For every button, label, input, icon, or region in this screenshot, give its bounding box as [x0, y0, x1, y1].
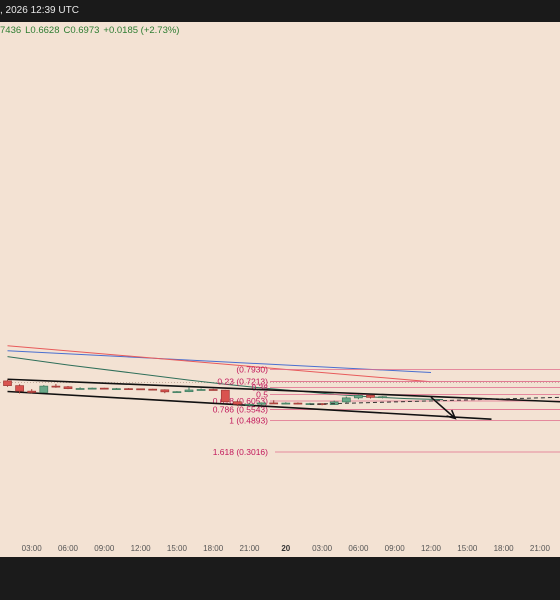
candle-body — [366, 395, 375, 398]
candle-body — [39, 385, 49, 393]
x-axis: 03:00 06:00 09:00 12:00 15:00 18:00 21:00 20 03:… — [22, 544, 551, 553]
candle-body — [51, 385, 61, 388]
chart-area[interactable]: (0.7930) 0.23 (0.7213) 0.38 0.5 0.618 (0.605… — [0, 22, 560, 557]
candle-body — [354, 395, 363, 399]
projection-arrow-head — [446, 409, 457, 420]
x-axis-tick-label: 21:00 — [530, 544, 551, 553]
fib-level-label: 1.618 (0.3016) — [213, 447, 268, 457]
candle-body — [208, 389, 218, 391]
candle-body — [281, 402, 291, 405]
candle-body — [99, 387, 109, 390]
fib-level-label: 0.786 (0.5543) — [213, 405, 268, 415]
channel-layer — [7, 378, 560, 421]
candle-body — [27, 390, 37, 393]
x-axis-tick-label: 12:00 — [421, 544, 442, 553]
x-axis-tick-label: 03:00 — [22, 544, 43, 553]
ohlc-open: 7436 — [0, 25, 22, 36]
candle-body — [196, 389, 206, 391]
candle-body — [341, 397, 351, 403]
candle-body — [245, 403, 254, 406]
x-axis-tick-label: 03:00 — [312, 544, 333, 553]
candle-body — [148, 388, 158, 391]
x-axis-tick-label: 21:00 — [239, 544, 260, 553]
candle-body — [172, 391, 182, 394]
moving-average-blue — [7, 350, 432, 373]
candle-body — [124, 388, 133, 390]
projection-arrow-line — [430, 396, 456, 419]
moving-average-red — [7, 345, 432, 383]
x-axis-tick-label: 12:00 — [131, 544, 152, 553]
x-axis-tick-label: 09:00 — [385, 544, 406, 553]
candle-body — [75, 388, 85, 390]
chart-timestamp: , 2026 12:39 UTC — [0, 5, 79, 16]
ohlc-readout: 7436 L0.6628 C0.6973 +0.0185 (+2.73%) — [0, 25, 183, 36]
candle-body — [184, 389, 194, 393]
fib-level-label: (0.7930) — [236, 365, 268, 375]
x-axis-tick-label: 06:00 — [58, 544, 79, 553]
fib-level-label: 0.5 — [256, 390, 268, 400]
x-axis-tick-label: 15:00 — [457, 544, 478, 553]
ohlc-change: +0.0185 (+2.73%) — [103, 25, 180, 36]
x-axis-tick-label: 18:00 — [203, 544, 224, 553]
candle-body — [136, 388, 145, 391]
x-axis-tick-label: 15:00 — [167, 544, 188, 553]
chart-top-bar: , 2026 12:39 UTC — [0, 0, 560, 22]
candle-body — [233, 401, 242, 405]
fib-level-label: 0.38 — [251, 383, 268, 393]
channel-line — [7, 378, 560, 403]
candle-body — [220, 389, 230, 403]
candles-layer — [3, 379, 387, 407]
candle-body — [160, 389, 170, 393]
candle-body — [293, 402, 303, 405]
candle-body — [378, 396, 387, 399]
price-chart[interactable]: (0.7930) 0.23 (0.7213)0.380.50.618 (0.605… — [0, 22, 560, 557]
x-axis-tick-label: 18:00 — [494, 544, 515, 553]
candle-body — [87, 387, 97, 390]
fib-level-label: 0.23 (0.7213) — [217, 377, 268, 387]
candle-body — [257, 402, 266, 405]
x-axis-tick-label: 20 — [281, 544, 290, 553]
candle-body — [3, 380, 12, 386]
fib-level-label: 0.618 (0.6053) — [213, 396, 268, 406]
candle-body — [63, 386, 73, 389]
x-axis-tick-label: 06:00 — [348, 544, 369, 553]
fibonacci-layer: (0.7930) 0.23 (0.7213)0.380.50.618 (0.605… — [213, 365, 560, 457]
ohlc-close: C0.6973 — [63, 25, 100, 36]
projection-layer — [309, 396, 560, 420]
fib-level-label: 1 (0.4893) — [229, 416, 268, 426]
candle-body — [269, 402, 279, 405]
dashed-path-line — [309, 396, 560, 405]
bottom-toolbar — [0, 557, 560, 600]
candle-body — [15, 385, 24, 392]
ohlc-low: L0.6628 — [25, 25, 60, 36]
x-axis-tick-label: 09:00 — [94, 544, 115, 553]
candle-body — [112, 388, 121, 390]
